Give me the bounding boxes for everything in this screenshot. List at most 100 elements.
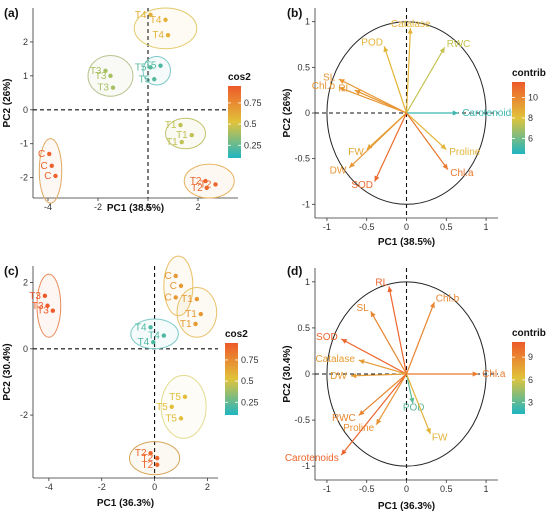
- point-label: T4: [150, 15, 162, 26]
- panel-label: (d): [287, 264, 302, 278]
- x-axis-title: PC1 (38.5%): [378, 237, 435, 248]
- x-axis-title: PC1 (38.5%): [107, 203, 164, 214]
- vector-label: FW: [432, 433, 448, 444]
- x-tick-label: -0.5: [359, 222, 375, 232]
- loading-vector: [358, 373, 407, 416]
- vector-label: RWC: [332, 413, 356, 424]
- vector-label: RL: [375, 278, 388, 289]
- group-ellipse: [128, 441, 181, 476]
- group-ellipse: [142, 56, 171, 86]
- legend-title: cos2: [225, 329, 248, 340]
- point-label: T5: [165, 413, 177, 424]
- vector-arrowhead: [407, 28, 413, 34]
- vector-arrowhead: [387, 286, 393, 293]
- group-ellipse: [38, 138, 63, 204]
- point-label: T2: [142, 453, 154, 464]
- vector-label: RWC: [447, 39, 471, 50]
- x-tick-label: -4: [44, 202, 52, 212]
- y-tick-label: 0: [305, 108, 310, 118]
- data-point: [152, 77, 157, 82]
- legend-tick-label: 0.75: [241, 355, 259, 365]
- group-ellipse: [163, 255, 194, 317]
- vector-arrowhead: [349, 162, 355, 168]
- vector-label: Proline: [343, 423, 375, 434]
- y-tick-label: 0.5: [297, 62, 310, 72]
- point-label: T1: [166, 137, 178, 148]
- x-axis-title: PC1 (36.3%): [97, 498, 154, 509]
- vector-label: FW: [348, 147, 364, 158]
- vector-arrowhead: [440, 143, 447, 150]
- vector-arrowhead: [452, 110, 459, 116]
- data-point: [49, 163, 54, 168]
- panel-label: (c): [4, 264, 19, 278]
- data-point: [178, 122, 183, 128]
- y-tick-label: -0.5: [294, 415, 310, 425]
- y-tick-label: 0.5: [297, 323, 310, 333]
- panel-2: (b) -1 -0.5 0 0.5 1 -1 -0.5 0 0.5 1 PC1 (38.5%) PC2 …: [282, 6, 546, 248]
- data-point: [161, 333, 167, 338]
- group-ellipse: [160, 374, 207, 439]
- vector-arrowhead: [341, 449, 347, 456]
- x-tick-label: -2: [98, 482, 106, 492]
- data-point: [189, 133, 194, 138]
- point-label: T1: [185, 309, 197, 320]
- loading-vector: [348, 112, 407, 169]
- vector-label: Carotenoids: [285, 453, 339, 464]
- legend-tick-label: 6: [528, 134, 533, 144]
- data-point: [103, 68, 108, 73]
- data-point: [198, 311, 204, 317]
- group-ellipse: [176, 287, 218, 338]
- point-label: T3: [95, 71, 107, 82]
- x-tick-label: -2: [94, 202, 102, 212]
- point-label: T1: [181, 294, 193, 305]
- loading-vector: [405, 28, 412, 114]
- point-label: T3: [37, 306, 49, 317]
- legend-tick-label: 0.5: [241, 376, 254, 386]
- data-point: [47, 151, 52, 157]
- legend-tick-label: 3: [528, 398, 533, 408]
- loading-vector: [406, 112, 447, 150]
- point-label: C: [41, 161, 48, 172]
- point-label: T4: [138, 337, 150, 348]
- x-tick-label: 2: [195, 202, 200, 212]
- point-label: T1: [176, 130, 188, 141]
- data-point: [42, 293, 48, 299]
- y-axis-title: PC2 (30.4%): [2, 343, 13, 400]
- data-point: [45, 303, 50, 308]
- y-tick-label: -0.5: [294, 154, 310, 164]
- y-tick-label: 2: [23, 278, 28, 288]
- data-point: [203, 178, 208, 184]
- loading-vector: [374, 112, 408, 182]
- y-axis-title: PC2 (26%): [2, 79, 13, 128]
- loading-vector: [383, 46, 408, 114]
- correlation-circle: [326, 21, 487, 205]
- legend-colorbar: [228, 86, 241, 158]
- vector-label: Catalase: [315, 354, 355, 365]
- vector-label: Chl.b: [436, 293, 460, 304]
- vector-arrowhead: [409, 397, 415, 404]
- correlation-circle: [326, 281, 487, 467]
- x-tick-label: -1: [323, 222, 331, 232]
- legend-tick-label: 9: [528, 352, 533, 362]
- loading-vector: [388, 286, 408, 375]
- data-point: [179, 139, 184, 145]
- y-tick-label: -1: [20, 139, 28, 149]
- point-label: T5: [169, 392, 181, 403]
- vector-arrowhead: [341, 339, 348, 344]
- point-label: C: [164, 292, 171, 303]
- legend-tick-label: 0.25: [244, 140, 262, 150]
- vector-label: Chl.a: [482, 369, 506, 380]
- x-tick-label: -4: [45, 482, 53, 492]
- legend: cos2 0.75 0.5 0.25: [228, 72, 262, 158]
- y-tick-label: 2: [23, 37, 28, 47]
- group-ellipse: [133, 7, 198, 50]
- point-label: C: [38, 149, 45, 160]
- group-ellipse: [130, 318, 179, 350]
- legend-tick-label: 6: [528, 375, 533, 385]
- legend-tick-label: 0.25: [241, 397, 259, 407]
- vector-label: RL: [338, 84, 351, 95]
- x-tick-label: 1: [484, 222, 489, 232]
- data-point: [155, 462, 160, 467]
